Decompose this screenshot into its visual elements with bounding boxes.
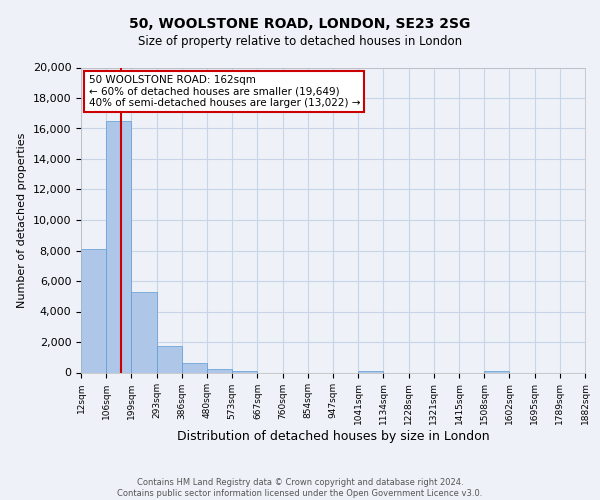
Text: 50, WOOLSTONE ROAD, LONDON, SE23 2SG: 50, WOOLSTONE ROAD, LONDON, SE23 2SG [130,18,470,32]
Y-axis label: Number of detached properties: Number of detached properties [17,132,27,308]
Bar [131,292,157,372]
Bar [182,362,207,372]
X-axis label: Distribution of detached houses by size in London: Distribution of detached houses by size … [176,430,490,443]
Bar [106,121,131,372]
Bar [157,346,182,372]
Text: Size of property relative to detached houses in London: Size of property relative to detached ho… [138,35,462,48]
Bar [232,370,257,372]
Bar [207,368,232,372]
Text: Contains HM Land Registry data © Crown copyright and database right 2024.
Contai: Contains HM Land Registry data © Crown c… [118,478,482,498]
Text: 50 WOOLSTONE ROAD: 162sqm
← 60% of detached houses are smaller (19,649)
40% of s: 50 WOOLSTONE ROAD: 162sqm ← 60% of detac… [89,75,360,108]
Bar [81,249,106,372]
